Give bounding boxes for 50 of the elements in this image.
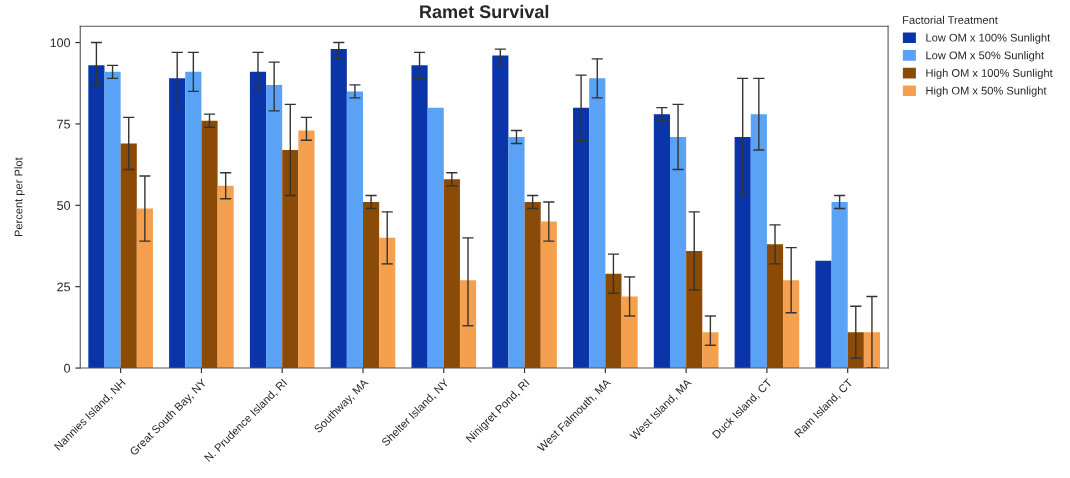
- bar: [363, 202, 380, 369]
- bar: [443, 179, 460, 369]
- legend-label: High OM x 50% Sunlight: [926, 86, 1047, 97]
- bar: [266, 84, 283, 369]
- bar: [217, 185, 234, 369]
- bar: [330, 49, 347, 369]
- y-tick-label: 100: [50, 38, 71, 48]
- bar: [831, 202, 848, 369]
- bar: [605, 273, 622, 369]
- bar: [201, 120, 218, 369]
- bar: [427, 107, 444, 369]
- bar: [346, 91, 363, 369]
- bar: [298, 130, 315, 369]
- bar: [185, 71, 202, 369]
- bar: [540, 221, 557, 369]
- y-tick-label: 25: [57, 282, 71, 292]
- bar: [379, 237, 396, 369]
- bar: [524, 202, 541, 369]
- bar: [766, 244, 784, 369]
- bar: [847, 332, 864, 369]
- bar: [815, 260, 832, 369]
- bar: [282, 149, 299, 369]
- bar: [492, 55, 509, 369]
- legend-label: Low OM x 100% Sunlight: [926, 33, 1051, 44]
- bar: [589, 78, 606, 369]
- bar: [249, 71, 267, 369]
- chart-title: Ramet Survival: [420, 4, 549, 19]
- bar: [750, 114, 767, 369]
- bar: [621, 296, 638, 369]
- y-tick-label: 0: [64, 363, 71, 373]
- legend-title: Factorial Treatment: [903, 15, 998, 24]
- bar: [702, 332, 719, 369]
- bar: [169, 78, 186, 369]
- legend-label: Low OM x 50% Sunlight: [926, 51, 1044, 62]
- bar: [669, 136, 687, 369]
- bar: [686, 250, 703, 369]
- bar: [136, 208, 153, 369]
- bar: [573, 107, 590, 369]
- legend-label: High OM x 100% Sunlight: [926, 68, 1053, 80]
- y-axis-title: Percent per Plot: [14, 157, 25, 237]
- bar: [411, 65, 428, 369]
- bar: [653, 114, 670, 369]
- y-tick-label: 50: [57, 201, 71, 210]
- bar: [783, 280, 800, 369]
- bar: [88, 65, 105, 369]
- bar: [104, 71, 121, 369]
- bar: [120, 143, 137, 369]
- bar: [508, 136, 525, 369]
- bar: [734, 136, 751, 369]
- y-tick-label: 75: [57, 119, 71, 129]
